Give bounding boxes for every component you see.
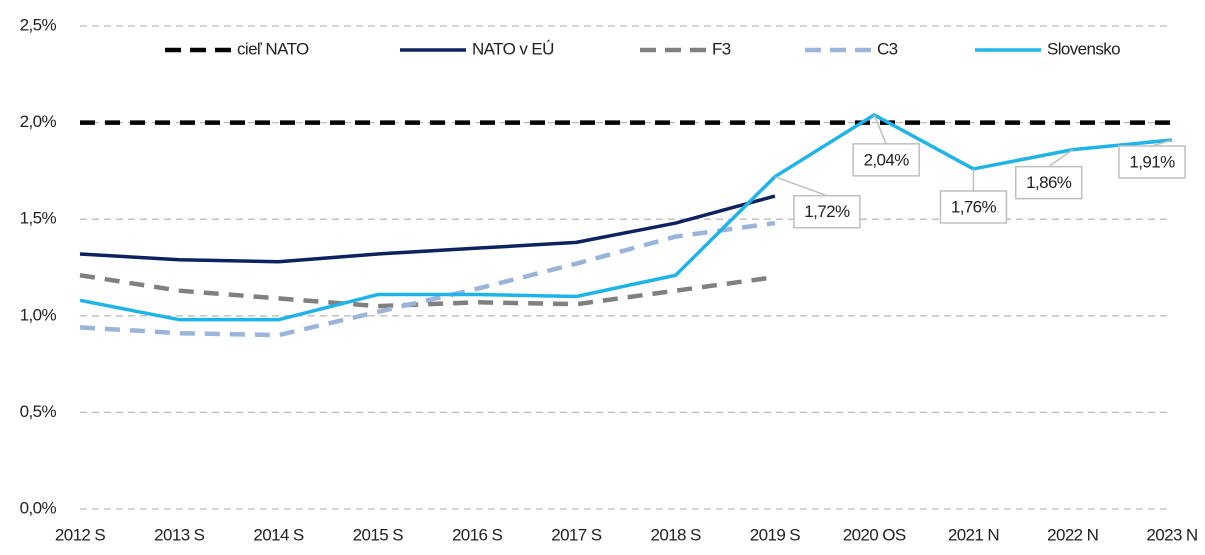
callout-box	[1118, 145, 1186, 179]
series-line	[79, 194, 776, 264]
legend-label: Slovensko	[1047, 39, 1120, 58]
x-tick-label: 2012 S	[55, 525, 106, 544]
callout-box	[793, 194, 861, 229]
legend-label: cieľ NATO	[237, 39, 309, 58]
data-label: 1,72%	[804, 202, 850, 221]
callout-leader	[873, 114, 887, 145]
x-tick-label: 2014 S	[253, 525, 304, 544]
callout-box	[852, 143, 920, 177]
callout-leader	[1151, 139, 1173, 147]
callout-leader	[1048, 149, 1074, 168]
x-tick-label: 2019 S	[750, 525, 801, 544]
x-tick-label: 2017 S	[551, 525, 602, 544]
y-tick-label: 0,5%	[20, 402, 57, 421]
x-tick-label: 2016 S	[452, 525, 503, 544]
x-tick-label: 2022 N	[1047, 525, 1098, 544]
legend-label: NATO v EÚ	[472, 39, 554, 58]
x-tick-label: 2015 S	[353, 525, 404, 544]
callout-box	[1014, 165, 1083, 200]
y-tick-label: 1,0%	[20, 305, 57, 324]
x-tick-label: 2013 S	[154, 525, 205, 544]
callout-leader	[774, 175, 828, 197]
y-tick-label: 1,5%	[20, 209, 57, 228]
data-label: 1,86%	[1026, 173, 1072, 192]
legend-label: C3	[877, 39, 898, 58]
x-tick-label: 2023 N	[1146, 525, 1197, 544]
x-tick-label: 2018 S	[650, 525, 701, 544]
series-line	[79, 273, 776, 309]
x-tick-label: 2020 OS	[843, 525, 906, 544]
series-line	[79, 113, 1173, 322]
data-label: 1,76%	[951, 197, 997, 216]
legend-label: F3	[712, 39, 731, 58]
y-tick-label: 2,5%	[20, 15, 57, 34]
data-label: 1,91%	[1129, 152, 1175, 171]
x-tick-label: 2021 N	[948, 525, 999, 544]
data-label: 2,04%	[864, 150, 910, 169]
y-tick-label: 2,0%	[20, 112, 57, 131]
callout-box	[939, 190, 1008, 224]
y-tick-label: 0,0%	[20, 498, 57, 517]
series-line	[79, 220, 776, 338]
